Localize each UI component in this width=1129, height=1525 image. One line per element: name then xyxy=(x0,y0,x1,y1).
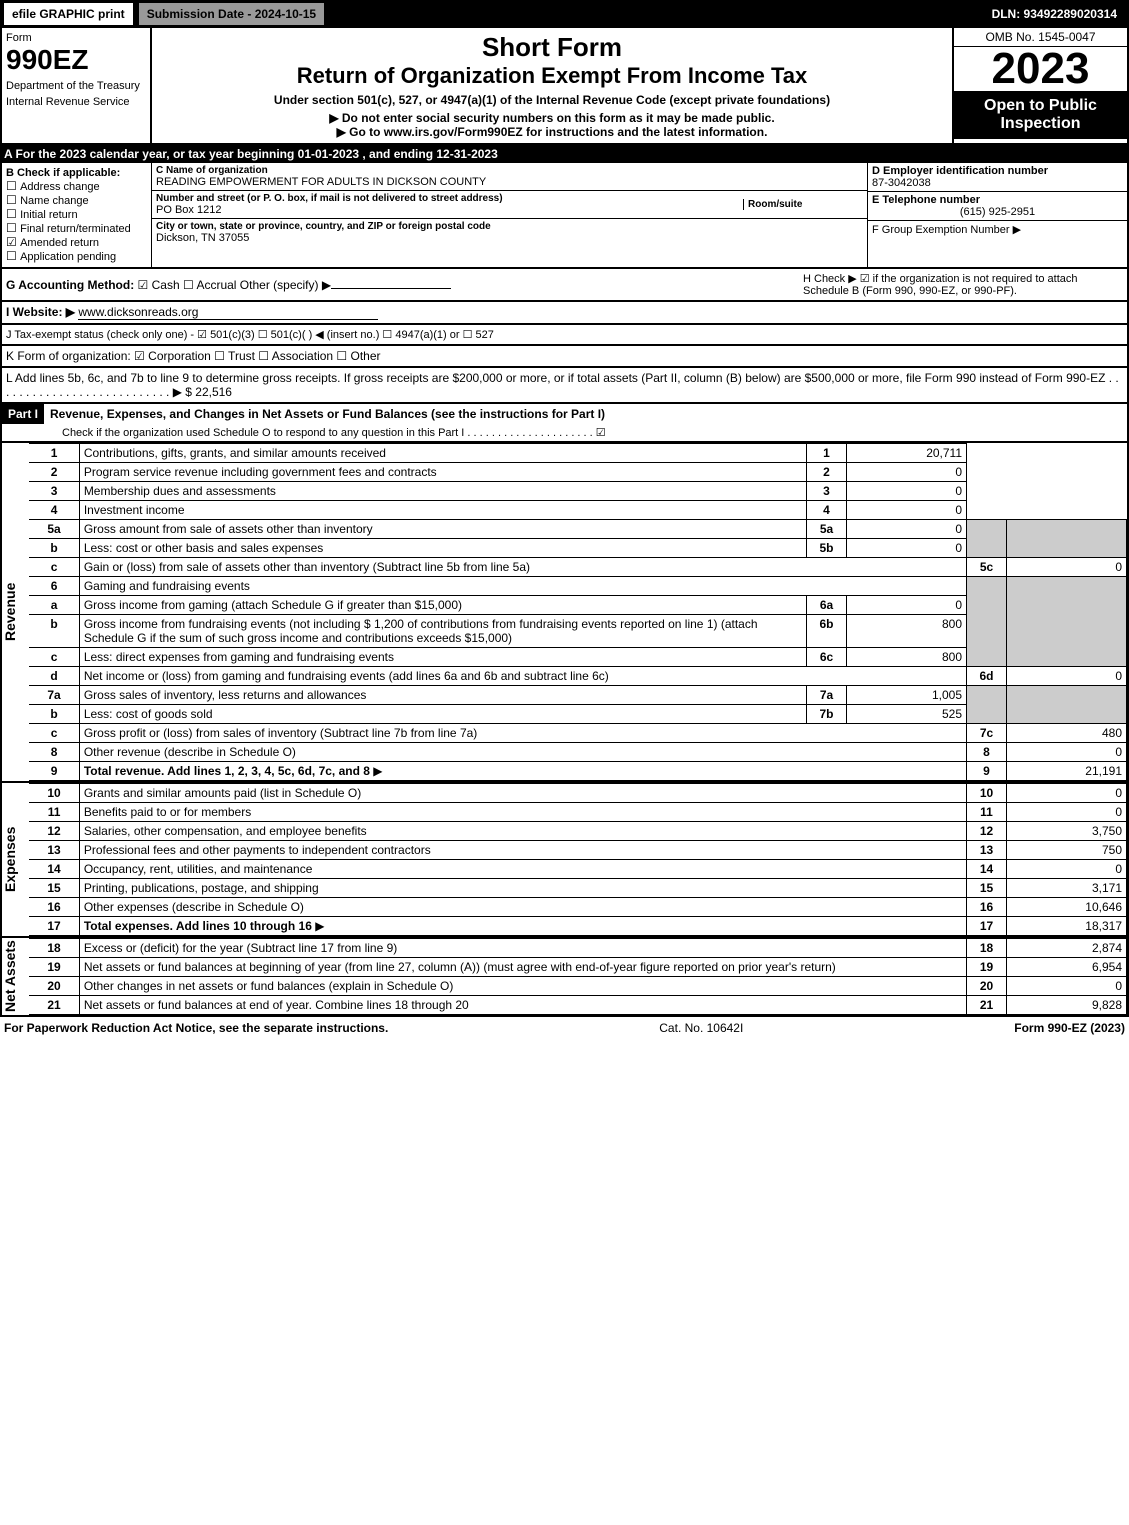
form-ref: Form 990-EZ (2023) xyxy=(1014,1021,1125,1035)
part1-badge: Part I xyxy=(2,404,44,424)
netassets-section: Net Assets 18Excess or (deficit) for the… xyxy=(0,938,1129,1017)
section-def: D Employer identification number 87-3042… xyxy=(867,163,1127,267)
row-l: L Add lines 5b, 6c, and 7b to line 9 to … xyxy=(0,368,1129,404)
inspection-badge: Open to Public Inspection xyxy=(954,91,1127,139)
section-c: C Name of organization READING EMPOWERME… xyxy=(152,163,867,267)
d-label: D Employer identification number xyxy=(872,165,1123,177)
g-label: G Accounting Method: xyxy=(6,278,134,292)
i-label: I Website: ▶ xyxy=(6,305,75,319)
row-gh: G Accounting Method: Cash Accrual Other … xyxy=(0,269,1129,302)
ssn-warning: ▶ Do not enter social security numbers o… xyxy=(156,111,948,125)
part1-title: Revenue, Expenses, and Changes in Net As… xyxy=(44,404,1127,424)
return-title: Return of Organization Exempt From Incom… xyxy=(156,63,948,89)
dept-treasury: Department of the Treasury xyxy=(6,80,146,92)
e-label: E Telephone number xyxy=(872,194,1123,206)
section-b: B Check if applicable: Address change Na… xyxy=(2,163,152,267)
ein: 87-3042038 xyxy=(872,177,1123,189)
row-i: I Website: ▶ www.dicksonreads.org xyxy=(0,302,1129,325)
top-bar: efile GRAPHIC print Submission Date - 20… xyxy=(0,0,1129,28)
form-number: 990EZ xyxy=(6,44,146,76)
c-city-label: City or town, state or province, country… xyxy=(156,221,863,232)
form-header: Form 990EZ Department of the Treasury In… xyxy=(0,28,1129,145)
expenses-section: Expenses 10Grants and similar amounts pa… xyxy=(0,783,1129,938)
revenue-section: Revenue 1Contributions, gifts, grants, a… xyxy=(0,443,1129,783)
c-street-label: Number and street (or P. O. box, if mail… xyxy=(156,193,735,204)
page-footer: For Paperwork Reduction Act Notice, see … xyxy=(0,1017,1129,1039)
h-text: H Check ▶ ☑ if the organization is not r… xyxy=(803,272,1123,297)
goto-link[interactable]: ▶ Go to www.irs.gov/Form990EZ for instru… xyxy=(156,125,948,139)
website[interactable]: www.dicksonreads.org xyxy=(78,305,378,320)
org-city: Dickson, TN 37055 xyxy=(156,232,863,244)
info-block: B Check if applicable: Address change Na… xyxy=(0,163,1129,269)
chk-amended[interactable]: Amended return xyxy=(6,235,147,249)
l1-amt: 20,711 xyxy=(847,444,967,463)
chk-name[interactable]: Name change xyxy=(6,193,147,207)
revenue-table: 1Contributions, gifts, grants, and simil… xyxy=(29,443,1127,781)
cat-no: Cat. No. 10642I xyxy=(659,1021,743,1035)
part1-header: Part I Revenue, Expenses, and Changes in… xyxy=(0,404,1129,443)
part1-sub: Check if the organization used Schedule … xyxy=(2,424,1127,441)
org-name: READING EMPOWERMENT FOR ADULTS IN DICKSO… xyxy=(156,176,863,188)
short-form-title: Short Form xyxy=(156,32,948,63)
pra-notice: For Paperwork Reduction Act Notice, see … xyxy=(4,1021,388,1035)
submission-date: Submission Date - 2024-10-15 xyxy=(139,3,324,25)
netassets-table: 18Excess or (deficit) for the year (Subt… xyxy=(29,938,1127,1015)
chk-pending[interactable]: Application pending xyxy=(6,249,147,263)
g-accrual[interactable]: Accrual xyxy=(183,278,236,292)
f-label: F Group Exemption Number ▶ xyxy=(872,223,1123,236)
row-j: J Tax-exempt status (check only one) - ☑… xyxy=(0,325,1129,346)
phone: (615) 925-2951 xyxy=(872,206,1123,218)
l1-desc: Contributions, gifts, grants, and simila… xyxy=(79,444,806,463)
chk-initial[interactable]: Initial return xyxy=(6,207,147,221)
netassets-vlabel: Net Assets xyxy=(2,938,29,1015)
room-label: Room/suite xyxy=(748,199,863,210)
efile-button[interactable]: efile GRAPHIC print xyxy=(4,3,133,25)
l-text: L Add lines 5b, 6c, and 7b to line 9 to … xyxy=(6,371,1119,399)
c-name-label: C Name of organization xyxy=(156,165,863,176)
org-street: PO Box 1212 xyxy=(156,204,735,216)
irs-label: Internal Revenue Service xyxy=(6,96,146,108)
expenses-table: 10Grants and similar amounts paid (list … xyxy=(29,783,1127,936)
dln: DLN: 93492289020314 xyxy=(984,3,1125,25)
under-section: Under section 501(c), 527, or 4947(a)(1)… xyxy=(156,93,948,107)
g-other: Other (specify) ▶ xyxy=(240,278,331,292)
l-amount: 22,516 xyxy=(195,385,232,399)
b-title: B Check if applicable: xyxy=(6,167,147,179)
g-cash[interactable]: Cash xyxy=(138,278,180,292)
row-k: K Form of organization: ☑ Corporation ☐ … xyxy=(0,346,1129,368)
line-a: A For the 2023 calendar year, or tax yea… xyxy=(0,145,1129,163)
form-label: Form xyxy=(6,32,146,44)
chk-final[interactable]: Final return/terminated xyxy=(6,221,147,235)
expenses-vlabel: Expenses xyxy=(2,783,29,936)
tax-year: 2023 xyxy=(954,47,1127,91)
chk-address[interactable]: Address change xyxy=(6,179,147,193)
revenue-vlabel: Revenue xyxy=(2,443,29,781)
